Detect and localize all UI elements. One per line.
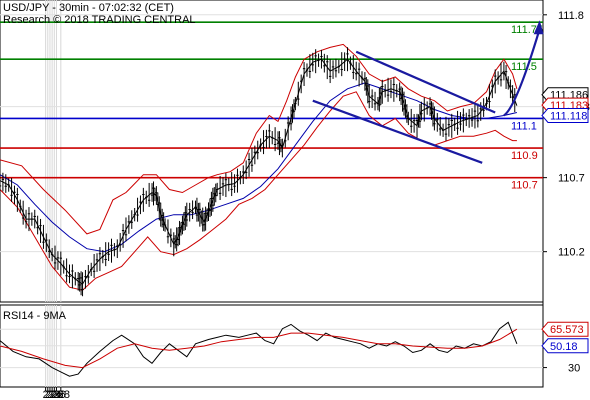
y-tick-label: 110.2 bbox=[558, 247, 585, 259]
y-tick-label: 110.7 bbox=[558, 173, 585, 185]
x-tick-label: 22 bbox=[45, 389, 57, 400]
x-tick-label: 21 bbox=[43, 389, 55, 400]
rsi-tick-label: 30 bbox=[568, 363, 580, 375]
rsi-title: RSI14 - 9MA bbox=[3, 310, 67, 322]
forecast-arrow-head bbox=[533, 20, 544, 35]
bollinger-upper-line bbox=[0, 43, 518, 235]
x-tick-label: 26 bbox=[53, 389, 65, 400]
price-grid bbox=[0, 0, 543, 302]
forecast-arrow-shaft bbox=[503, 31, 540, 117]
price-badge-blue-shape bbox=[541, 107, 589, 123]
rsi-grid bbox=[0, 305, 543, 387]
rsi-ma-line bbox=[0, 328, 518, 369]
channel-lower-line bbox=[312, 99, 483, 164]
channel-upper-line bbox=[355, 50, 496, 114]
bollinger-lower-line bbox=[0, 91, 517, 291]
rsi-badge-blue-text: 50.18 bbox=[550, 341, 578, 353]
price-panel bbox=[0, 0, 544, 303]
rsi-series-group bbox=[0, 321, 518, 377]
price-badge-blue: 111.118 bbox=[541, 107, 589, 123]
x-tick-label: 28 bbox=[58, 389, 70, 400]
price-line bbox=[0, 58, 518, 285]
x-tick-label: 24 bbox=[49, 389, 61, 400]
rsi-badge-red: 65.573 bbox=[541, 321, 589, 337]
level-label: 111.1 bbox=[511, 120, 537, 132]
rsi-badge-red-text: 65.573 bbox=[550, 324, 584, 336]
price-series-group bbox=[0, 20, 544, 297]
rsi-badge-red-shape bbox=[541, 321, 589, 337]
price-badge-blue-text: 111.118 bbox=[550, 110, 587, 122]
level-label: 110.7 bbox=[511, 180, 538, 192]
x-tick-label: 25 bbox=[51, 389, 63, 400]
rsi-badge-blue-shape bbox=[541, 338, 589, 354]
chart-title: USD/JPY - 30min - 07:02:32 (CET) bbox=[3, 2, 174, 14]
level-label: 110.9 bbox=[511, 150, 538, 162]
y-tick-label: 111.8 bbox=[558, 10, 584, 22]
rsi-badge-blue: 50.18 bbox=[541, 338, 589, 354]
level-label: 111.5 bbox=[511, 61, 537, 73]
copyright-text: Research © 2018 TRADING CENTRAL bbox=[3, 14, 196, 26]
x-tick-label: 23 bbox=[47, 389, 59, 400]
